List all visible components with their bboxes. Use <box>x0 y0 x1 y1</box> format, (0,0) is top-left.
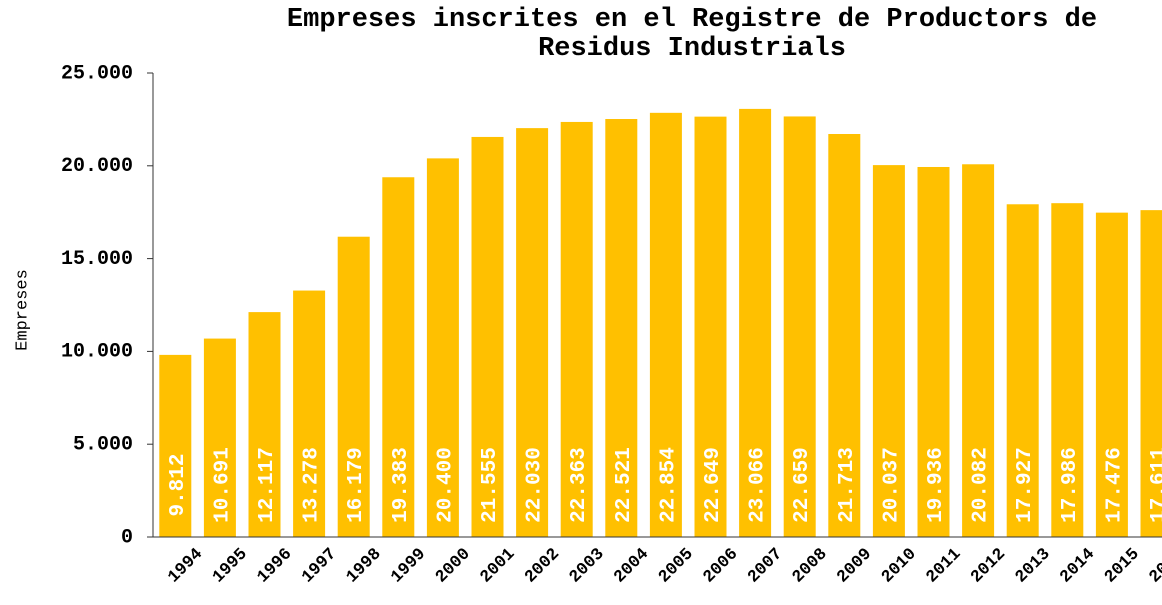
bar <box>337 236 370 537</box>
value-label: 22.363 <box>568 447 591 523</box>
value-label: 17.986 <box>1059 447 1082 523</box>
value-label: 12.117 <box>256 447 279 523</box>
x-tick-label: 1996 <box>254 545 296 587</box>
value-label: 16.179 <box>345 447 368 523</box>
value-label: 17.611 <box>1148 447 1162 523</box>
x-tick-label: 2004 <box>611 545 653 587</box>
x-tick-label: 1999 <box>388 545 430 587</box>
x-tick-label: 2002 <box>522 545 564 587</box>
bar <box>516 128 549 537</box>
x-tick-label: 2009 <box>834 545 876 587</box>
x-tick-label: 2013 <box>1012 545 1054 587</box>
bar <box>872 165 905 537</box>
value-label: 21.555 <box>479 447 502 523</box>
x-tick-label: 2008 <box>789 545 831 587</box>
value-label: 22.030 <box>524 447 547 523</box>
y-tick-label: 20.000 <box>61 155 133 178</box>
x-tick-label: 1995 <box>209 545 251 587</box>
value-label: 17.927 <box>1014 447 1037 523</box>
x-tick-label: 2011 <box>923 545 965 587</box>
bar <box>1140 210 1162 538</box>
bar <box>560 121 593 537</box>
x-tick-label: 2016 <box>1146 545 1162 587</box>
bar <box>783 116 816 537</box>
x-tick-label: 1997 <box>299 545 341 587</box>
value-label: 20.082 <box>970 447 993 523</box>
x-tick-label: 2015 <box>1101 545 1143 587</box>
value-label: 22.521 <box>613 447 636 523</box>
x-tick-label: 2005 <box>655 545 697 587</box>
x-tick-label: 2010 <box>878 545 920 587</box>
bar <box>828 134 861 537</box>
bar <box>962 164 995 537</box>
y-tick-label: 10.000 <box>61 341 133 364</box>
y-axis-label: Empreses <box>13 269 32 351</box>
bar <box>694 116 727 538</box>
value-label: 19.936 <box>925 447 948 523</box>
bar <box>917 166 950 537</box>
value-label: 9.812 <box>167 453 190 516</box>
x-tick-label: 2012 <box>968 545 1010 587</box>
bar <box>159 354 192 537</box>
x-tick-label: 2003 <box>566 545 608 587</box>
value-label: 20.400 <box>434 447 457 523</box>
y-tick-label: 5.000 <box>73 433 133 456</box>
bar <box>471 136 504 537</box>
x-tick-label: 1994 <box>165 545 207 587</box>
value-label: 10.691 <box>211 447 234 523</box>
bar <box>605 119 638 537</box>
bar <box>426 158 459 537</box>
value-label: 22.659 <box>791 447 814 523</box>
x-tick-label: 1998 <box>343 545 385 587</box>
bar <box>739 108 772 537</box>
x-tick-label: 2000 <box>432 545 474 587</box>
bar <box>293 290 326 537</box>
bar <box>248 312 281 537</box>
value-label: 13.278 <box>301 447 324 523</box>
value-label: 23.066 <box>747 447 770 523</box>
x-tick-label: 2007 <box>745 545 787 587</box>
value-label: 20.037 <box>880 447 903 523</box>
value-label: 17.476 <box>1103 447 1126 523</box>
y-tick-label: 15.000 <box>61 248 133 271</box>
y-tick-label: 25.000 <box>61 62 133 85</box>
y-tick-label: 0 <box>121 526 133 549</box>
value-label: 22.854 <box>657 447 680 523</box>
x-tick-label: 2001 <box>477 545 519 587</box>
bar <box>203 338 236 537</box>
value-label: 19.383 <box>390 447 413 523</box>
chart-title: Empreses inscrites en el Registre de Pro… <box>286 5 1098 64</box>
bar <box>649 112 682 537</box>
bar <box>1006 204 1039 537</box>
bar <box>1051 203 1084 537</box>
bar <box>382 177 415 537</box>
value-label: 22.649 <box>702 447 725 523</box>
bar <box>1095 212 1128 537</box>
value-label: 21.713 <box>836 447 859 523</box>
x-tick-label: 2006 <box>700 545 742 587</box>
x-tick-label: 2014 <box>1057 545 1099 587</box>
